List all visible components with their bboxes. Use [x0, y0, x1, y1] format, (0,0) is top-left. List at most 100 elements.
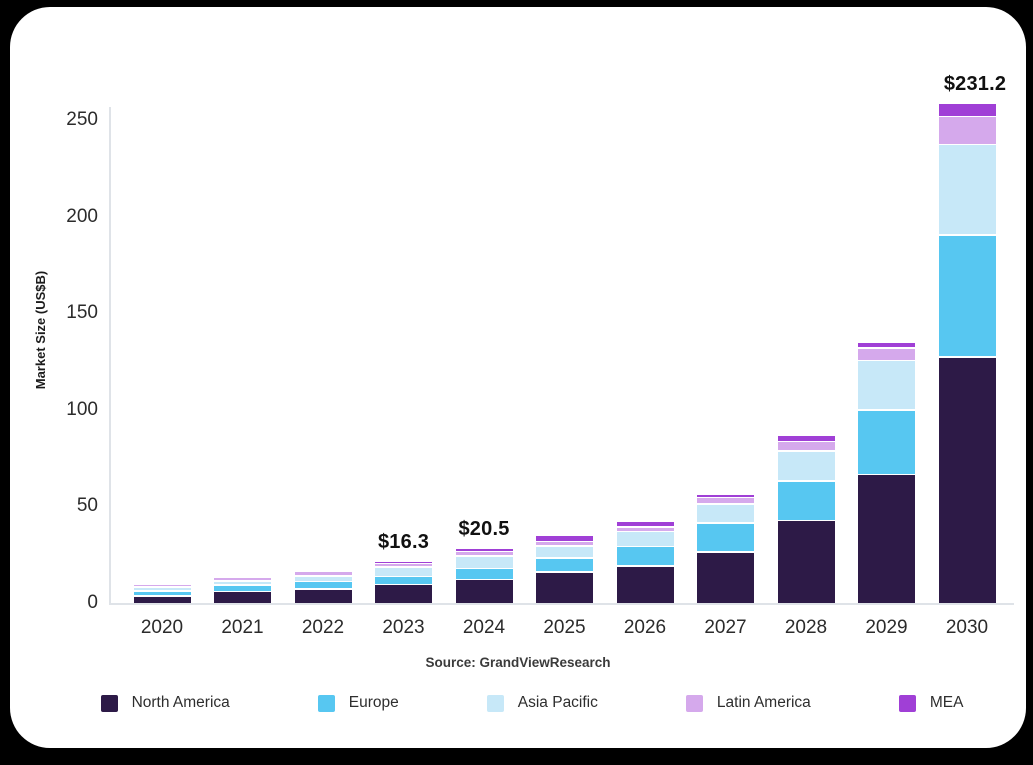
segment-separator [133, 583, 191, 585]
bar-segment-north-america [536, 571, 593, 603]
bar-segment-latin-america [455, 551, 513, 557]
segment-separator [375, 566, 432, 568]
bar-segment-asia-pacific [133, 586, 191, 592]
segment-separator [133, 590, 191, 592]
bar-segment-europe [858, 410, 915, 475]
segment-separator [777, 480, 835, 482]
segment-separator [616, 530, 674, 533]
bar-segment-europe [536, 558, 593, 572]
bar-segment-europe [294, 581, 352, 590]
segment-separator [616, 545, 674, 548]
segment-separator [858, 409, 915, 411]
legend-item-latin-america: Latin America [685, 694, 811, 712]
bar-segment-europe [697, 523, 754, 552]
segment-separator [777, 450, 835, 452]
segment-separator [133, 585, 191, 588]
bar-segment-north-america [455, 579, 513, 603]
bar-segment-europe [616, 546, 674, 567]
bar-segment-north-america [616, 566, 674, 603]
annotation-value: $231.2 [943, 72, 1007, 95]
segment-separator [777, 440, 835, 443]
legend-label: Europe [348, 694, 399, 711]
x-tick-label: 2025 [543, 617, 586, 638]
segment-separator [214, 580, 271, 582]
y-axis-line [109, 107, 111, 604]
segment-separator [697, 522, 754, 524]
bar-segment-mea [938, 103, 996, 117]
segment-separator [697, 496, 754, 499]
bar-segment-europe [777, 480, 835, 521]
segment-separator [133, 595, 191, 598]
bar-segment-europe [214, 584, 271, 592]
bar-segment-latin-america [536, 541, 593, 546]
bar-segment-latin-america [214, 577, 271, 582]
bar-segment-asia-pacific [455, 556, 513, 569]
bar-segment-latin-america [133, 584, 191, 587]
y-tick-label: 250 [66, 109, 98, 130]
segment-separator [455, 578, 513, 581]
segment-separator [455, 567, 513, 570]
bar-segment-mea [858, 342, 915, 348]
bar-segment-mea [536, 536, 593, 542]
segment-separator [858, 473, 915, 476]
segment-separator [294, 575, 352, 577]
segment-separator [536, 571, 593, 573]
bar-segment-latin-america [858, 347, 915, 361]
y-tick-label: 50 [76, 495, 98, 517]
bar-segment-asia-pacific [938, 144, 996, 236]
segment-separator [455, 555, 513, 558]
bar-segment-mea [777, 436, 835, 442]
segment-separator [214, 576, 271, 579]
legend: North America Europe Asia Pacific Latin Ame… [10, 694, 1026, 712]
segment-separator [536, 557, 593, 559]
segment-separator [294, 570, 352, 573]
bar-segment-north-america [938, 356, 996, 603]
segment-separator [938, 356, 996, 358]
bar-segment-europe [938, 235, 996, 357]
bar-segment-north-america [214, 591, 271, 603]
bar-segment-europe [133, 591, 191, 597]
legend-swatch [685, 694, 703, 712]
segment-separator [375, 562, 432, 565]
segment-separator [214, 584, 271, 586]
segment-separator [536, 545, 593, 547]
segment-separator [938, 234, 996, 236]
bar-segment-north-america [294, 589, 352, 603]
bar-segment-latin-america [616, 527, 674, 532]
x-tick-label: 2028 [784, 617, 828, 638]
bar-segment-latin-america [294, 571, 352, 576]
legend-swatch [898, 694, 916, 712]
bar-segment-asia-pacific [375, 566, 432, 577]
bar-segment-latin-america [777, 441, 835, 451]
source-label: Source: GrandViewResearch [425, 655, 611, 670]
bar-segment-latin-america [697, 497, 754, 505]
legend-item-mea: MEA [898, 694, 963, 712]
segment-separator [938, 143, 996, 146]
segment-separator [697, 551, 754, 553]
y-tick-label: 0 [87, 592, 98, 613]
legend-swatch [100, 694, 118, 712]
bar-segment-north-america [777, 520, 835, 603]
legend-item-europe: Europe [317, 694, 399, 712]
bar-segment-north-america [133, 596, 191, 603]
x-tick-label: 2020 [140, 617, 184, 638]
segment-separator [777, 519, 835, 522]
bar-segment-mea [697, 494, 754, 498]
x-tick-label: 2030 [945, 617, 989, 638]
segment-separator [616, 565, 674, 568]
bar-segment-north-america [858, 474, 915, 603]
bar-segment-north-america [697, 551, 754, 603]
x-axis-line [109, 603, 1014, 605]
segment-separator [455, 550, 513, 553]
bar-segment-asia-pacific [536, 545, 593, 559]
x-tick-label: 2029 [865, 617, 908, 638]
segment-separator [375, 575, 432, 578]
legend-label: Asia Pacific [517, 694, 598, 711]
bar-segment-mea [616, 522, 674, 528]
segment-separator [697, 503, 754, 506]
bar-segment-asia-pacific [616, 531, 674, 547]
y-tick-label: 100 [66, 398, 98, 420]
segment-separator [375, 583, 432, 586]
x-tick-label: 2021 [221, 617, 264, 638]
